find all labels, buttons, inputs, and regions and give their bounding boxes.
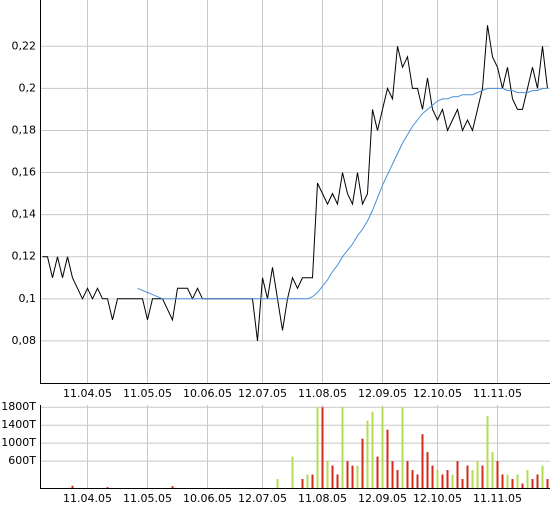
volume-bar xyxy=(106,487,109,488)
volume-bar xyxy=(456,461,459,488)
volume-bar xyxy=(386,429,389,488)
volume-bar xyxy=(541,465,544,488)
volume-bar xyxy=(301,479,304,488)
volume-bar xyxy=(331,465,334,488)
volume-bar xyxy=(381,407,384,488)
x-tick-label: 11.04.05 xyxy=(63,492,112,505)
y-tick-label: 0,12 xyxy=(12,250,37,263)
volume-bar xyxy=(446,470,449,488)
volume-bar xyxy=(71,485,74,488)
volume-bar xyxy=(396,470,399,488)
volume-bar xyxy=(321,407,324,488)
volume-bar xyxy=(371,411,374,488)
x-tick-label: 11.08.05 xyxy=(298,387,347,400)
volume-bar xyxy=(356,465,359,488)
y-tick-label: 0,22 xyxy=(12,39,37,52)
volume-bar xyxy=(406,461,409,488)
price-line xyxy=(42,25,548,341)
x-tick-label: 11.08.05 xyxy=(298,492,347,505)
volume-bar xyxy=(501,474,504,488)
volume-bar xyxy=(316,407,319,488)
volume-bar xyxy=(311,474,314,488)
y-tick-label: 1800T xyxy=(1,400,36,413)
y-tick-label: 0,18 xyxy=(12,123,37,136)
x-tick-label: 12.07.05 xyxy=(238,387,287,400)
volume-bar xyxy=(471,470,474,488)
volume-bar xyxy=(491,452,494,488)
volume-bar xyxy=(351,465,354,488)
volume-bar xyxy=(441,474,444,488)
volume-bar xyxy=(466,465,469,488)
y-tick-label: 0,16 xyxy=(12,166,37,179)
price-line xyxy=(137,87,548,300)
x-tick-label: 12.10.05 xyxy=(413,492,462,505)
volume-bar xyxy=(421,434,424,488)
volume-bar xyxy=(336,474,339,488)
volume-bar xyxy=(516,474,519,488)
x-tick-label: 12.07.05 xyxy=(238,492,287,505)
volume-bar xyxy=(526,470,529,488)
volume-bar xyxy=(436,470,439,488)
volume-bar xyxy=(411,470,414,488)
volume-bar xyxy=(451,474,454,488)
volume-bar xyxy=(361,438,364,488)
x-tick-label: 11.05.05 xyxy=(123,387,172,400)
volume-bar xyxy=(306,474,309,488)
x-tick-label: 12.09.05 xyxy=(358,387,407,400)
volume-bar xyxy=(426,452,429,488)
x-tick-label: 11.05.05 xyxy=(123,492,172,505)
y-tick-label: 1400T xyxy=(1,418,36,431)
y-tick-label: 0,1 xyxy=(19,292,37,305)
volume-bar xyxy=(431,465,434,488)
y-tick-label: 0,2 xyxy=(19,81,37,94)
volume-bar xyxy=(366,420,369,488)
volume-bar xyxy=(326,461,329,488)
volume-bar xyxy=(546,479,549,488)
x-tick-label: 10.06.05 xyxy=(183,387,232,400)
volume-bar xyxy=(506,474,509,488)
y-tick-label: 0,08 xyxy=(12,334,37,347)
volume-bar xyxy=(391,461,394,488)
y-tick-label: 600T xyxy=(8,454,36,467)
x-tick-label: 12.09.05 xyxy=(358,492,407,505)
x-tick-label: 12.10.05 xyxy=(413,387,462,400)
volume-bar xyxy=(481,465,484,488)
x-tick-label: 11.11.05 xyxy=(473,492,522,505)
volume-bar xyxy=(346,461,349,488)
x-tick-label: 11.11.05 xyxy=(473,387,522,400)
volume-bar xyxy=(376,456,379,488)
volume-bar xyxy=(511,479,514,488)
x-tick-label: 11.04.05 xyxy=(63,387,112,400)
volume-bar xyxy=(276,479,279,488)
volume-bar xyxy=(341,407,344,488)
volume-bar xyxy=(531,479,534,488)
x-tick-label: 10.06.05 xyxy=(183,492,232,505)
volume-bar xyxy=(291,456,294,488)
volume-bar xyxy=(461,479,464,488)
y-tick-label: 1000T xyxy=(1,436,36,449)
volume-bar xyxy=(536,474,539,488)
volume-bar xyxy=(401,407,404,488)
volume-bar xyxy=(171,486,174,488)
volume-bar xyxy=(496,461,499,488)
volume-bar xyxy=(476,461,479,488)
y-tick-label: 0,14 xyxy=(12,208,37,221)
volume-bar xyxy=(486,416,489,488)
volume-bar xyxy=(521,483,524,488)
volume-bar xyxy=(416,474,419,488)
